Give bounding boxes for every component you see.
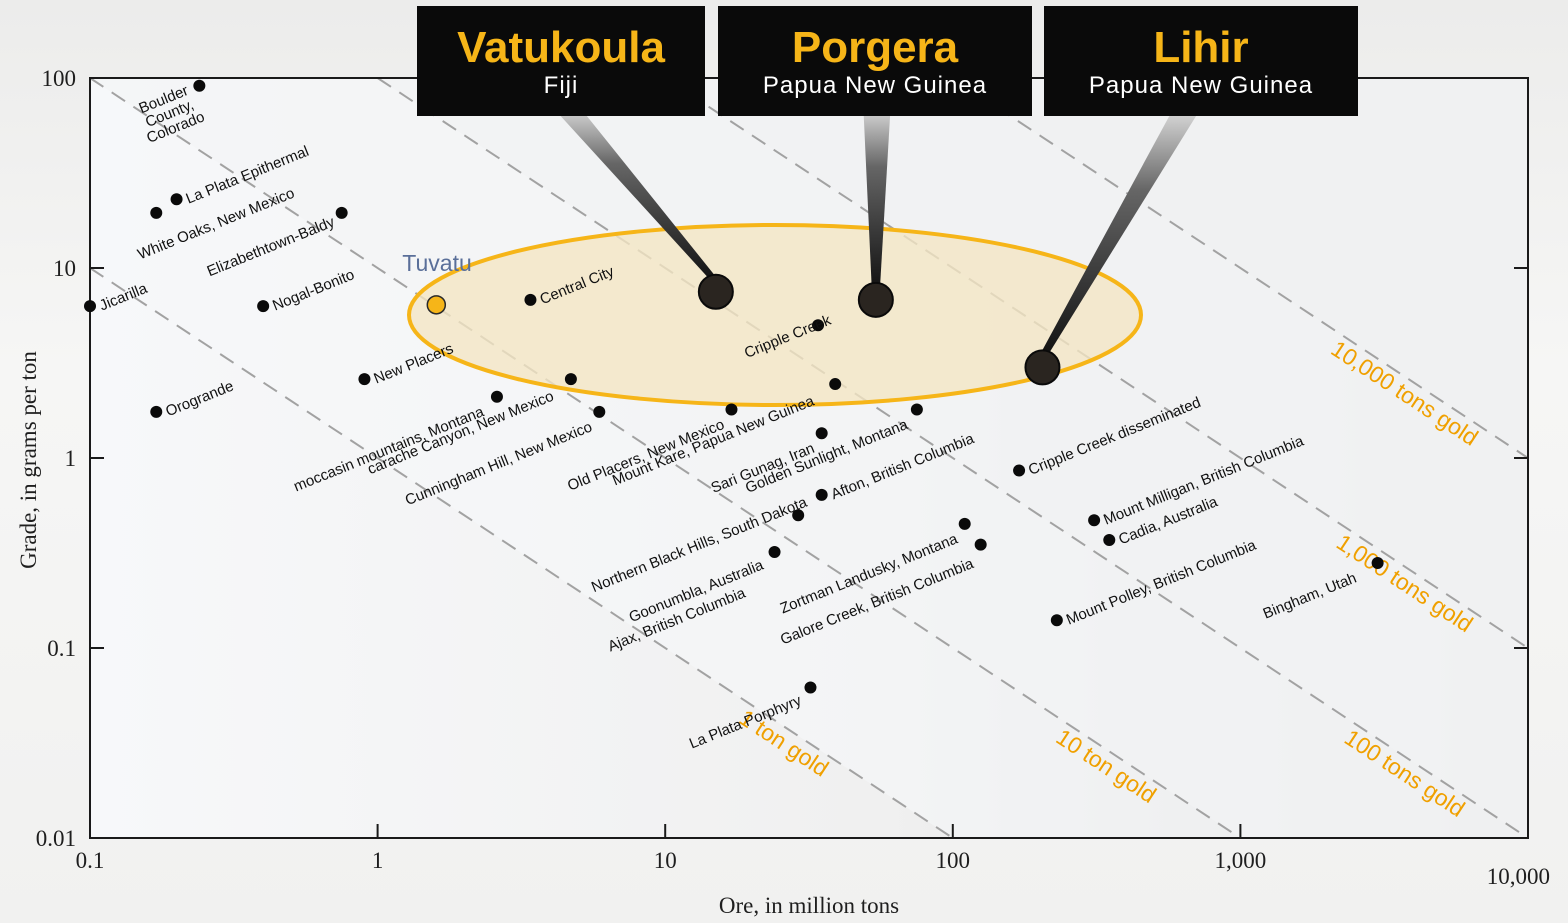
deposit-point: [1371, 557, 1384, 570]
deposit-point: [524, 293, 537, 306]
x-tick-label: 100: [936, 848, 971, 873]
deposit-point: [815, 427, 828, 440]
axis-labels: Ore, in million tons Grade, in grams per …: [16, 351, 899, 918]
deposit-point: [829, 378, 842, 391]
deposit-point: [1050, 614, 1063, 627]
y-tick-label: 0.1: [47, 636, 76, 661]
callout-country: Papua New Guinea: [762, 72, 988, 99]
highlight-point: [697, 273, 734, 310]
callout-lihir: Lihir Papua New Guinea: [1044, 6, 1358, 116]
deposit-point: [150, 206, 163, 219]
contour-line: [89, 77, 1241, 839]
callout-pointers: [546, 100, 1206, 386]
deposit-point: [358, 373, 371, 386]
deposit-point: [974, 538, 987, 551]
deposit-point: [490, 390, 503, 403]
deposit-point: [170, 193, 183, 206]
x-axis-title: Ore, in million tons: [719, 893, 899, 918]
x-tick-label: 1: [372, 848, 384, 873]
deposit-point: [84, 300, 96, 313]
x-tick-label: 1,000: [1215, 848, 1267, 873]
callout-porgera: Porgera Papua New Guinea: [718, 6, 1032, 116]
x-tick-label: 0.1: [76, 848, 105, 873]
tuvatu-point: [426, 295, 447, 315]
deposit-point: [815, 488, 828, 501]
callout-country: Fiji: [543, 72, 579, 99]
deposit-point: [1013, 464, 1026, 477]
deposit-point: [150, 405, 163, 418]
y-tick-label: 100: [42, 66, 77, 91]
highlight-region: [407, 223, 1143, 407]
contour-line: [377, 77, 1529, 839]
deposit-point: [812, 319, 825, 332]
contour-line: [952, 77, 1529, 459]
highlight-ellipse: [407, 223, 1143, 407]
contour-lines: [89, 77, 1529, 839]
contour-bands: [90, 78, 1528, 838]
callout-name: Porgera: [791, 23, 959, 72]
contour-band: [90, 78, 1528, 838]
contour-line: [664, 77, 1529, 649]
deposit-point: [193, 79, 206, 92]
deposit-point: [593, 405, 606, 418]
highlight-point: [1024, 349, 1061, 386]
deposit-point: [564, 373, 577, 386]
callout-country: Papua New Guinea: [1088, 72, 1314, 99]
contour-line: [89, 267, 954, 839]
y-axis-title: Grade, in grams per ton: [16, 351, 41, 569]
deposit-point: [910, 403, 923, 416]
y-tick-label: 1: [65, 446, 77, 471]
callout-pointer: [863, 100, 891, 290]
deposit-point: [792, 509, 805, 522]
deposit-point: [335, 206, 348, 219]
deposit-point: [804, 681, 817, 694]
tuvatu-label: Tuvatu: [402, 250, 471, 276]
callout-name: Lihir: [1153, 23, 1249, 72]
callout-vatukoula: Vatukoula Fiji: [417, 6, 705, 116]
deposit-point: [1103, 534, 1116, 547]
y-tick-label: 0.01: [36, 826, 76, 851]
deposit-point: [768, 546, 781, 559]
callout-pointer: [1038, 100, 1206, 358]
highlight-point: [857, 281, 894, 318]
deposit-point: [958, 517, 971, 530]
y-tick-label: 10: [53, 256, 76, 281]
callout-name: Vatukoula: [457, 23, 665, 72]
deposit-point: [725, 403, 738, 416]
x-tick-label: 10,000: [1487, 864, 1550, 889]
callout-pointer: [546, 100, 720, 282]
x-tick-label: 10: [654, 848, 677, 873]
deposit-point: [257, 300, 270, 313]
deposit-point: [1088, 514, 1101, 527]
